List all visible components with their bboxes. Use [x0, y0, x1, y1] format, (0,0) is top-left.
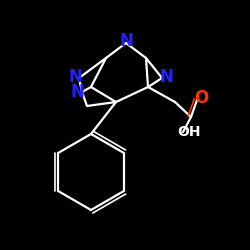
Text: N: N [70, 83, 84, 101]
Text: N: N [159, 68, 173, 86]
Text: O: O [194, 89, 208, 107]
Text: N: N [68, 68, 82, 86]
Text: OH: OH [177, 125, 201, 139]
Text: N: N [119, 32, 133, 50]
